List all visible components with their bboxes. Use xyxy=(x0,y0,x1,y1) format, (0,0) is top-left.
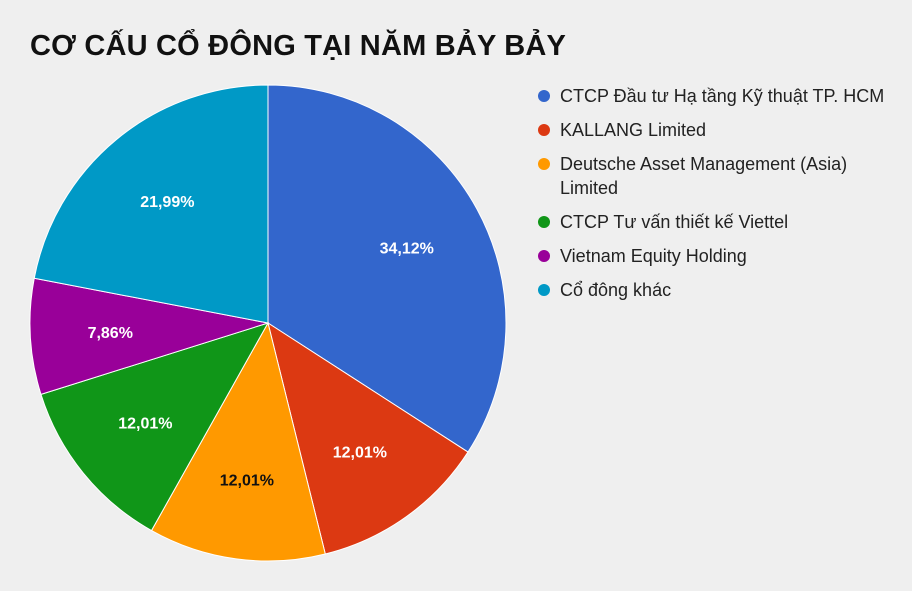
chart-title: CƠ CẤU CỔ ĐÔNG TẠI NĂM BẢY BẢY xyxy=(30,30,567,62)
pie-slices xyxy=(29,84,507,562)
legend-label: Vietnam Equity Holding xyxy=(560,246,747,266)
slice-data-label: 7,86% xyxy=(88,325,133,342)
legend-item[interactable]: CTCP Tư vấn thiết kế Viettel xyxy=(538,210,898,234)
legend-marker-icon xyxy=(538,90,550,102)
pie-slice[interactable] xyxy=(33,84,269,324)
legend-item[interactable]: Vietnam Equity Holding xyxy=(538,244,898,268)
pie-slice[interactable] xyxy=(267,84,507,453)
legend-item[interactable]: Deutsche Asset Management (Asia) Limited xyxy=(538,152,898,200)
pie-slice[interactable] xyxy=(267,321,469,555)
legend-marker-icon xyxy=(538,158,550,170)
legend-marker-icon xyxy=(538,124,550,136)
legend-marker-icon xyxy=(538,284,550,296)
pie-slice[interactable] xyxy=(40,322,270,532)
slice-data-label: 12,01% xyxy=(220,473,274,490)
legend-label: CTCP Tư vấn thiết kế Viettel xyxy=(560,212,789,232)
legend-item[interactable]: CTCP Đầu tư Hạ tầng Kỹ thuật TP. HCM xyxy=(538,84,898,108)
legend-label: CTCP Đầu tư Hạ tầng Kỹ thuật TP. HCM xyxy=(560,86,885,106)
pie-data-labels: 34,12% 12,01% 12,01% 12,01% 7,86% 21,99% xyxy=(88,194,434,489)
legend-label: Deutsche Asset Management (Asia) Limited xyxy=(560,154,848,198)
slice-data-label: 12,01% xyxy=(118,416,172,433)
slice-data-label: 21,99% xyxy=(140,194,194,211)
legend-marker-icon xyxy=(538,250,550,262)
legend: CTCP Đầu tư Hạ tầng Kỹ thuật TP. HCM KAL… xyxy=(538,84,898,312)
legend-label: Cổ đông khác xyxy=(560,280,672,300)
slice-data-label: 12,01% xyxy=(333,445,387,462)
legend-item[interactable]: KALLANG Limited xyxy=(538,118,898,142)
slice-data-label: 34,12% xyxy=(380,240,434,257)
legend-label: KALLANG Limited xyxy=(560,120,707,140)
legend-marker-icon xyxy=(538,216,550,228)
legend-item[interactable]: Cổ đông khác xyxy=(538,278,898,302)
pie-slice[interactable] xyxy=(29,277,269,396)
pie-slice[interactable] xyxy=(150,321,326,562)
